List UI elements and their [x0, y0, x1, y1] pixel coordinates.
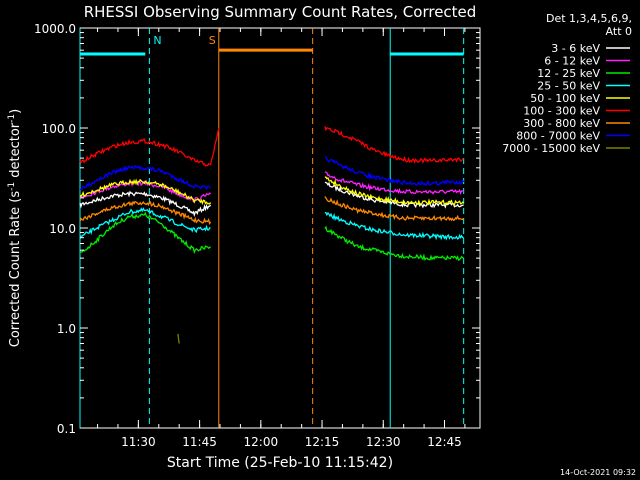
legend-label: 100 - 300 keV — [523, 105, 600, 118]
series-line-pre-0 — [79, 190, 212, 218]
chart-title: RHESSI Observing Summary Count Rates, Co… — [84, 3, 477, 21]
x-axis-ticks: 11:30 11:45 12:00 12:15 12:30 12:45 — [97, 28, 466, 449]
y-axis-label-end: ) — [8, 109, 23, 114]
legend-label: 25 - 50 keV — [537, 80, 600, 93]
y-axis-label-mid: detector — [8, 122, 23, 182]
series-line-pre-7 — [79, 164, 211, 191]
y-axis-label-main: Corrected Count Rate (s — [8, 191, 23, 348]
series-line-pre-8 — [177, 333, 180, 344]
legend-label: 800 - 7000 keV — [516, 130, 600, 143]
legend-label: 300 - 800 keV — [523, 117, 600, 130]
legend-label: 12 - 25 keV — [537, 67, 600, 80]
y-tick-label: 0.1 — [57, 422, 76, 436]
y-tick-label: 10.0 — [49, 222, 76, 236]
legend-label: 6 - 12 keV — [544, 55, 600, 68]
y-tick-label: 100.0 — [42, 122, 76, 136]
series-line-post-1 — [324, 171, 465, 196]
y-axis-label-exp1: -1 — [7, 182, 17, 191]
legend-label: 7000 - 15000 keV — [502, 142, 600, 155]
series-line-pre-4 — [79, 178, 212, 206]
y-tick-label: 1000.0 — [34, 22, 76, 36]
x-tick-label: 12:45 — [427, 435, 462, 449]
series-line-post-4 — [324, 176, 464, 206]
x-tick-label: 11:45 — [182, 435, 217, 449]
series-line-post-0 — [324, 181, 464, 209]
series-line-pre-3 — [79, 207, 211, 239]
legend-header-line2: Att 0 — [606, 25, 632, 38]
x-axis-label: Start Time (25-Feb-10 11:15:42) — [167, 455, 393, 471]
series-line-post-7 — [324, 156, 465, 187]
series-line-pre-6 — [79, 200, 212, 225]
series-line-pre-5 — [79, 127, 220, 167]
series-line-post-3 — [324, 211, 464, 241]
x-tick-label: 11:30 — [121, 435, 156, 449]
x-tick-label: 12:15 — [305, 435, 340, 449]
series-line-pre-2 — [79, 211, 212, 255]
x-tick-label: 12:00 — [244, 435, 279, 449]
series-line-post-2 — [324, 225, 464, 261]
interval-label: S — [209, 34, 216, 47]
legend-label: 50 - 100 keV — [530, 92, 600, 105]
plot-frame — [79, 27, 481, 429]
y-axis-ticks: 0.1 1.0 10.0 100.0 1000.0 — [34, 22, 480, 436]
y-axis-label: Corrected Count Rate (s-1 detector-1) — [7, 109, 23, 347]
series-line-post-6 — [324, 196, 465, 222]
series-lines — [79, 126, 465, 344]
series-line-post-5 — [324, 126, 464, 165]
y-axis-label-exp2: -1 — [7, 114, 17, 123]
x-tick-label: 12:30 — [366, 435, 401, 449]
legend-header-line1: Det 1,3,4,5,6,9, — [546, 12, 632, 25]
footer-timestamp: 14-Oct-2021 09:32 — [560, 468, 636, 477]
legend-label: 3 - 6 keV — [551, 42, 600, 55]
y-tick-label: 1.0 — [57, 322, 76, 336]
interval-label: N — [153, 34, 161, 47]
